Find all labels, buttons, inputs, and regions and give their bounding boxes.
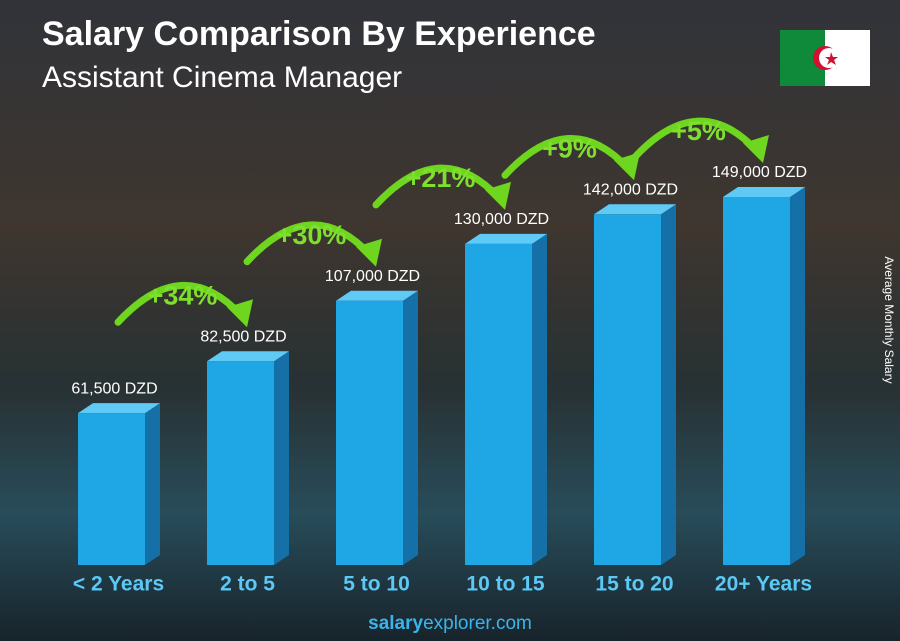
value-label: 61,500 DZD — [71, 380, 157, 397]
value-label: 149,000 DZD — [712, 164, 807, 181]
x-tick-label: 10 to 15 — [466, 573, 545, 596]
change-arrow — [630, 117, 761, 162]
flag — [780, 30, 870, 86]
change-label: +9% — [542, 133, 597, 163]
value-label: 82,500 DZD — [200, 328, 286, 345]
value-label: 130,000 DZD — [454, 211, 549, 228]
x-tick-label: 15 to 20 — [595, 573, 673, 596]
chart-subtitle: Assistant Cinema Manager — [42, 61, 402, 94]
bar-top — [594, 204, 676, 215]
x-tick-label: < 2 Years — [73, 573, 164, 596]
bar-side — [403, 290, 418, 565]
footer: salaryexplorer.com — [368, 613, 532, 634]
x-tick-label: 20+ Years — [715, 573, 812, 596]
bar — [723, 197, 790, 565]
change-arrowhead — [743, 135, 769, 163]
bar-side — [790, 187, 805, 565]
change-arrowhead — [227, 299, 253, 328]
change-arrowhead — [356, 238, 382, 267]
bar — [594, 214, 661, 566]
bar-side — [532, 233, 547, 565]
value-label: 107,000 DZD — [325, 268, 420, 285]
bar-side — [145, 403, 160, 565]
bar-top — [78, 403, 160, 414]
bar — [465, 243, 532, 565]
bar-side — [274, 351, 289, 565]
value-label: 142,000 DZD — [583, 182, 678, 199]
bar-side — [661, 204, 676, 566]
footer-domain: explorer.com — [423, 613, 532, 634]
change-arrowhead — [485, 181, 511, 210]
flag-star — [825, 52, 838, 65]
change-arrow — [114, 281, 245, 326]
chart-title: Salary Comparison By Experience — [42, 15, 596, 53]
bar — [336, 300, 403, 565]
bar-top — [723, 187, 805, 197]
change-label: +34% — [148, 280, 218, 310]
bar — [78, 413, 145, 565]
bar — [207, 361, 274, 565]
change-arrow — [501, 134, 632, 179]
bar-top — [465, 233, 547, 244]
footer-brand: salary — [368, 613, 423, 634]
bar-top — [336, 290, 418, 301]
x-tick-label: 2 to 5 — [220, 573, 275, 596]
change-arrow — [372, 164, 503, 209]
change-arrow — [243, 221, 374, 266]
x-tick-label: 5 to 10 — [343, 573, 410, 596]
y-axis-label: Average Monthly Salary — [882, 256, 896, 383]
change-label: +21% — [406, 163, 476, 193]
change-label: +30% — [277, 220, 347, 250]
change-label: +5% — [671, 116, 726, 146]
bar-top — [207, 351, 289, 362]
